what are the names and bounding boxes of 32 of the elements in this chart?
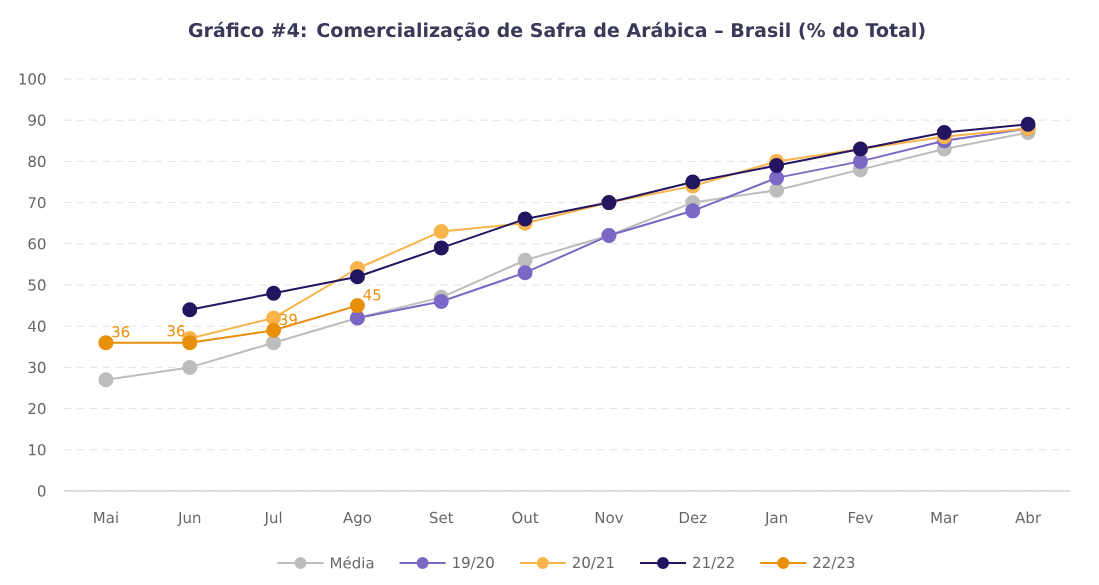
- x-tick-label: Out: [512, 511, 539, 524]
- y-tick-label: 90: [28, 114, 46, 126]
- x-tick-label: Ago: [343, 512, 372, 527]
- x-tick-label: Jan: [764, 512, 787, 526]
- y-tick-label: 0: [37, 485, 46, 497]
- data-label: 36: [112, 326, 130, 338]
- y-tick-label: 20: [28, 402, 46, 415]
- legend-label: 19/20: [453, 556, 494, 570]
- chart-title: Gráfico #4: Comercialização de Safra de Arábica – Brasil (% do Total): [188, 21, 925, 41]
- legend-label: 20/21: [572, 556, 614, 570]
- y-tick-label: 80: [28, 155, 46, 168]
- data-label: 45: [363, 289, 381, 301]
- y-tick-label: 50: [28, 279, 46, 291]
- x-tick-label: Dez: [679, 512, 707, 524]
- x-tick-label: Jun: [177, 512, 201, 526]
- y-tick-label: 70: [28, 196, 46, 209]
- y-tick-label: 30: [28, 361, 46, 374]
- legend-label: Média: [331, 556, 374, 569]
- y-tick-label: 10: [29, 444, 46, 456]
- legend-label: 22/23: [813, 556, 855, 570]
- y-tick-label: 40: [28, 320, 46, 332]
- legend-label: 21/22: [693, 556, 734, 570]
- x-tick-label: Set: [429, 511, 454, 524]
- x-tick-label: Fev: [848, 512, 873, 524]
- x-tick-label: Jul: [263, 511, 282, 526]
- x-tick-label: Mai: [94, 511, 118, 524]
- x-tick-label: Nov: [595, 512, 624, 524]
- data-label: 36: [167, 325, 185, 337]
- y-tick-label: 60: [28, 238, 46, 250]
- x-tick-label: Mar: [931, 512, 959, 524]
- x-tick-label: Abr: [1015, 511, 1042, 524]
- y-tick-label: 100: [19, 73, 46, 85]
